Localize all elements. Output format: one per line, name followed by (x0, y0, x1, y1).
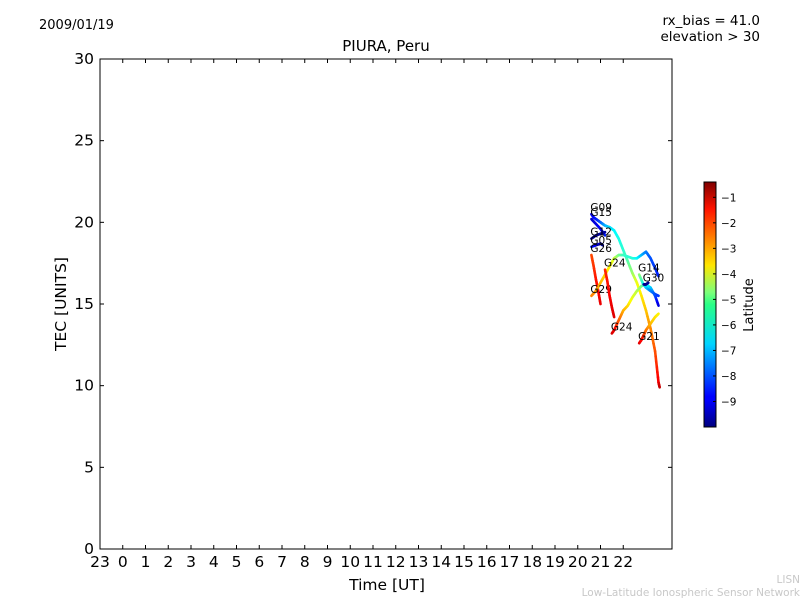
colorbar-gradient (703, 181, 717, 428)
trace-segment (602, 233, 607, 237)
satellite-label: G21 (638, 331, 660, 343)
x-tick-label: 9 (323, 553, 333, 571)
series-g21: G21 (637, 312, 660, 345)
x-axis-label: Time [UT] (348, 576, 425, 594)
x-tick-label: 10 (340, 553, 360, 571)
x-tick-label: 23 (90, 553, 110, 571)
series-g24: G24 (603, 258, 626, 319)
y-tick-label: 5 (84, 458, 94, 476)
trace-segment (656, 302, 660, 307)
colorbar-tick-label: −5 (721, 294, 736, 306)
x-tick-label: 6 (254, 553, 264, 571)
colorbar-tick-label: −7 (721, 345, 736, 357)
colorbar: −1 −2 −3 −4 −5 −6 −7 −8 −9 Latitude (703, 181, 757, 428)
credit-line-1: LISN (776, 574, 800, 586)
x-tick-label: 20 (568, 553, 588, 571)
x-tick-label: 12 (386, 553, 406, 571)
x-tick-label: 0 (118, 553, 128, 571)
colorbar-tick-label: −4 (721, 269, 737, 281)
x-tick-label: 18 (522, 553, 542, 571)
colorbar-tick-label: −2 (721, 218, 736, 230)
satellite-label: G29 (590, 284, 612, 296)
colorbar-tick-label: −3 (721, 243, 736, 255)
series-g12: G12 (590, 227, 612, 240)
satellite-label: G09 (590, 202, 612, 214)
satellite-label: G30 (643, 272, 665, 284)
series-g14: G14 (637, 263, 660, 298)
x-tick-label: 7 (277, 553, 287, 571)
satellite-label: G24 (604, 258, 626, 270)
elevation-label: elevation > 30 (660, 28, 760, 45)
series-g05: G05 (590, 235, 612, 249)
satellite-label: G12 (590, 227, 612, 239)
satellite-label: G15 (590, 207, 612, 219)
x-tick-label: 16 (477, 553, 497, 571)
x-tick-label: 11 (363, 553, 383, 571)
series-g09: G09 (590, 202, 661, 389)
trace-segment (656, 273, 660, 278)
x-tick-label: 22 (613, 553, 633, 571)
satellite-label: G05 (590, 235, 612, 247)
x-tick-label: 14 (431, 553, 451, 571)
credit-line-2: Low-Latitude Ionospheric Sensor Network (581, 587, 800, 599)
satellite-label: G26 (590, 243, 612, 255)
y-axis-label: TEC [UNITS] (52, 257, 70, 352)
y-tick-label: 15 (74, 295, 94, 313)
chart-title: PIURA, Peru (342, 37, 430, 55)
plot-area-frame (99, 58, 673, 550)
colorbar-label: Latitude (742, 278, 757, 332)
rx-bias-label: rx_bias = 41.0 (662, 13, 760, 29)
y-tick-label: 20 (74, 213, 94, 231)
x-tick-label: 1 (141, 553, 151, 571)
x-tick-label: 21 (591, 553, 611, 571)
y-tick-label: 30 (74, 50, 94, 68)
x-tick-label: 19 (545, 553, 565, 571)
x-tick-label: 4 (209, 553, 219, 571)
series-g29: G29 (590, 250, 660, 298)
x-tick-label: 15 (454, 553, 474, 571)
x-tick-label: 5 (232, 553, 242, 571)
x-tick-label: 13 (409, 553, 429, 571)
x-tick-label: 2 (163, 553, 173, 571)
x-tick-label: 17 (500, 553, 520, 571)
colorbar-tick-label: −1 (721, 192, 736, 204)
satellite-label: G24 (611, 321, 633, 333)
y-tick-label: 25 (74, 132, 94, 150)
trace-segment (656, 312, 660, 316)
colorbar-tick-label: −8 (721, 371, 736, 383)
colorbar-tick-label: −9 (721, 396, 736, 408)
colorbar-tick-label: −6 (721, 320, 737, 332)
satellite-label: G14 (638, 263, 660, 275)
date-label: 2009/01/19 (39, 18, 114, 33)
y-tick-label: 10 (74, 377, 94, 395)
y-tick-label: 0 (84, 540, 94, 558)
x-tick-label: 8 (300, 553, 310, 571)
series-g30: G30 (642, 272, 665, 286)
lisn-credit: LISN Low-Latitude Ionospheric Sensor Net… (582, 574, 800, 600)
series-g24: G24 (610, 283, 660, 335)
plot-parameters: rx_bias = 41.0 elevation > 30 (660, 13, 760, 45)
x-tick-label: 3 (186, 553, 196, 571)
